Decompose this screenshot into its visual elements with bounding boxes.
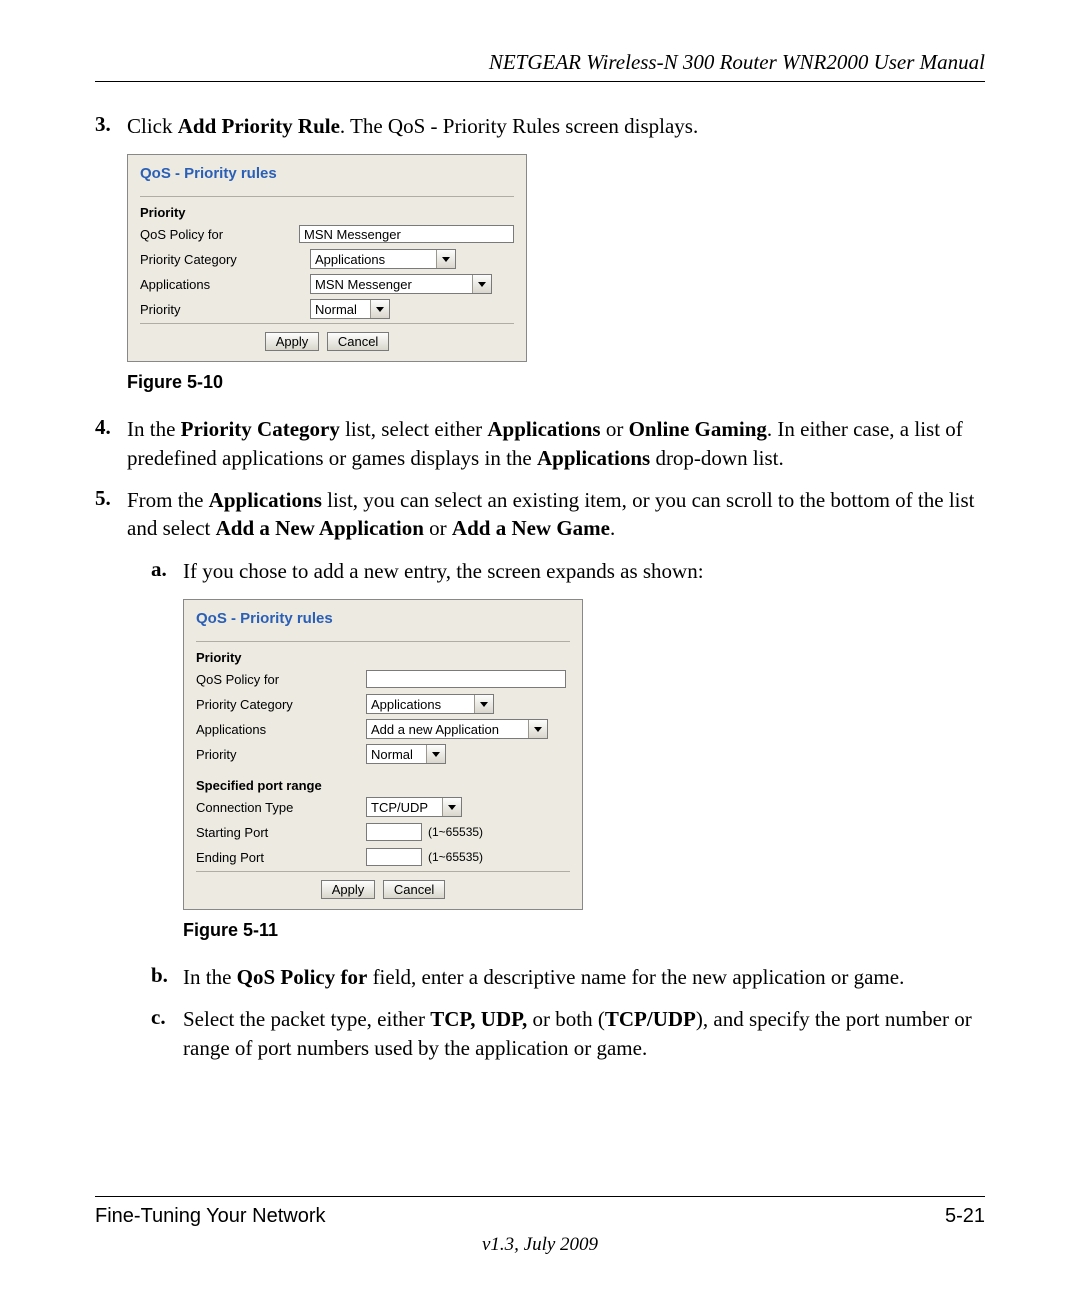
step-text: From the Applications list, you can sele… [127,486,985,543]
label-starting-port: Starting Port [196,825,366,840]
step-5c: c. Select the packet type, either TCP, U… [151,1005,985,1062]
step-5b: b. In the QoS Policy for field, enter a … [151,963,985,991]
input-qos-policy[interactable]: MSN Messenger [299,225,514,243]
chevron-down-icon [426,745,445,763]
cancel-button[interactable]: Cancel [327,332,389,351]
label-qos-policy: QoS Policy for [196,672,366,687]
chevron-down-icon [370,300,389,318]
qos-panel-1: QoS - Priority rules Priority QoS Policy… [127,154,527,362]
step-number: 5. [95,486,127,543]
select-applications[interactable]: Add a new Application [366,719,548,739]
step-5a: a. If you chose to add a new entry, the … [151,557,985,585]
label-connection-type: Connection Type [196,800,366,815]
label-ending-port: Ending Port [196,850,366,865]
input-ending-port[interactable] [366,848,422,866]
chevron-down-icon [436,250,455,268]
step-text: Select the packet type, either TCP, UDP,… [183,1005,985,1062]
figure-caption: Figure 5-11 [183,920,985,941]
port-range-hint: (1~65535) [428,825,483,839]
chevron-down-icon [472,275,491,293]
select-connection-type[interactable]: TCP/UDP [366,797,462,817]
section-label: Specified port range [196,778,570,793]
label-priority-category: Priority Category [196,697,366,712]
chevron-down-icon [528,720,547,738]
label-applications: Applications [196,722,366,737]
port-range-hint: (1~65535) [428,850,483,864]
section-label: Priority [140,205,514,220]
label-priority: Priority [140,302,310,317]
input-qos-policy[interactable] [366,670,566,688]
qos-panel-2: QoS - Priority rules Priority QoS Policy… [183,599,583,910]
input-starting-port[interactable] [366,823,422,841]
section-label: Priority [196,650,570,665]
footer-section: Fine-Tuning Your Network [95,1205,326,1228]
chevron-down-icon [474,695,493,713]
select-applications[interactable]: MSN Messenger [310,274,492,294]
figure-5-10: QoS - Priority rules Priority QoS Policy… [95,154,985,393]
footer-version: v1.3, July 2009 [95,1234,985,1256]
step-number: b. [151,963,183,991]
label-priority-category: Priority Category [140,252,310,267]
label-applications: Applications [140,277,310,292]
panel-title: QoS - Priority rules [140,165,514,196]
step-5: 5. From the Applications list, you can s… [95,486,985,543]
step-number: 4. [95,415,127,472]
select-priority-category[interactable]: Applications [310,249,456,269]
chevron-down-icon [442,798,461,816]
step-text: Click Add Priority Rule. The QoS - Prior… [127,112,985,140]
label-priority: Priority [196,747,366,762]
figure-5-11: QoS - Priority rules Priority QoS Policy… [95,599,985,941]
panel-title: QoS - Priority rules [196,610,570,641]
step-text: In the QoS Policy for field, enter a des… [183,963,985,991]
figure-caption: Figure 5-10 [127,372,985,393]
cancel-button[interactable]: Cancel [383,880,445,899]
step-number: a. [151,557,183,585]
select-priority[interactable]: Normal [366,744,446,764]
page-footer: Fine-Tuning Your Network 5-21 v1.3, July… [95,1196,985,1256]
step-number: 3. [95,112,127,140]
apply-button[interactable]: Apply [265,332,320,351]
step-3: 3. Click Add Priority Rule. The QoS - Pr… [95,112,985,140]
select-priority[interactable]: Normal [310,299,390,319]
apply-button[interactable]: Apply [321,880,376,899]
select-priority-category[interactable]: Applications [366,694,494,714]
step-text: If you chose to add a new entry, the scr… [183,557,985,585]
page-header: NETGEAR Wireless-N 300 Router WNR2000 Us… [95,50,985,75]
step-4: 4. In the Priority Category list, select… [95,415,985,472]
label-qos-policy: QoS Policy for [140,227,299,242]
step-text: In the Priority Category list, select ei… [127,415,985,472]
step-number: c. [151,1005,183,1062]
footer-page-number: 5-21 [945,1205,985,1228]
